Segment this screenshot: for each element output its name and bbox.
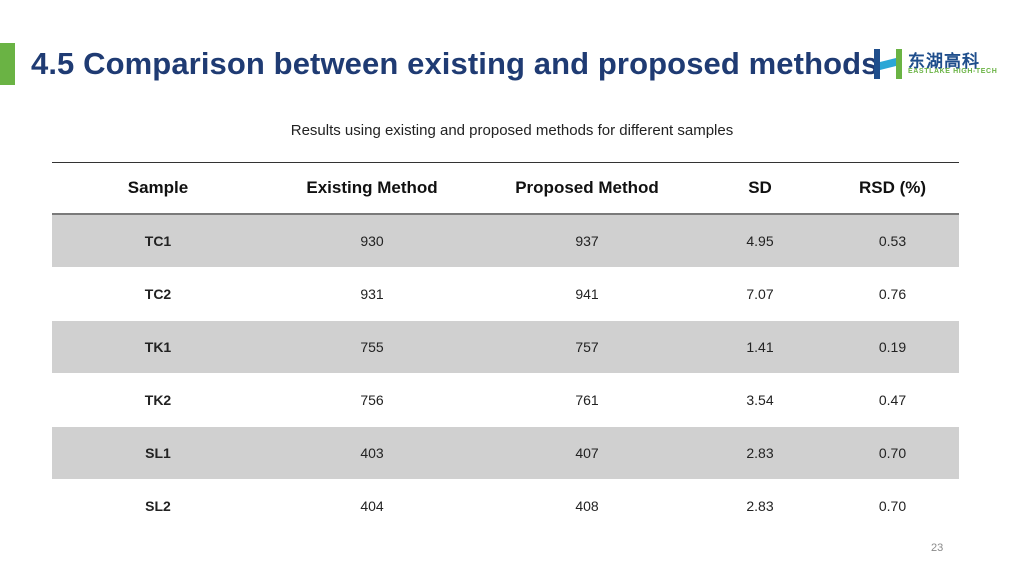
rsd-cell: 0.76 [826, 267, 959, 321]
table-header-row: Sample Existing Method Proposed Method S… [52, 162, 959, 215]
existing-method-cell: 403 [264, 426, 480, 480]
existing-method-cell: 755 [264, 320, 480, 374]
proposed-method-cell: 408 [480, 479, 694, 533]
sample-cell: SL1 [52, 426, 264, 480]
table-row: SL2 404 408 2.83 0.70 [52, 479, 959, 533]
sample-cell: TC2 [52, 267, 264, 321]
proposed-method-cell: 941 [480, 267, 694, 321]
sd-cell: 2.83 [694, 426, 826, 480]
proposed-method-cell: 757 [480, 320, 694, 374]
logo-mark-icon [874, 49, 902, 79]
title-accent-bar [0, 43, 15, 85]
results-table: Sample Existing Method Proposed Method S… [52, 162, 959, 533]
column-header-existing-method: Existing Method [264, 162, 480, 215]
page-number: 23 [931, 542, 944, 554]
table-row: TC2 931 941 7.07 0.76 [52, 267, 959, 321]
column-header-sd: SD [694, 162, 826, 215]
sample-cell: TK1 [52, 320, 264, 374]
existing-method-cell: 930 [264, 214, 480, 268]
proposed-method-cell: 761 [480, 373, 694, 427]
proposed-method-cell: 937 [480, 214, 694, 268]
rsd-cell: 0.70 [826, 426, 959, 480]
slide-title: 4.5 Comparison between existing and prop… [31, 46, 879, 81]
sample-cell: TK2 [52, 373, 264, 427]
sd-cell: 1.41 [694, 320, 826, 374]
rsd-cell: 0.70 [826, 479, 959, 533]
existing-method-cell: 756 [264, 373, 480, 427]
existing-method-cell: 404 [264, 479, 480, 533]
sd-cell: 4.95 [694, 214, 826, 268]
sample-cell: SL2 [52, 479, 264, 533]
column-header-sample: Sample [52, 162, 264, 215]
sample-cell: TC1 [52, 214, 264, 268]
logo-chinese-text: 东湖高科 [908, 52, 980, 72]
rsd-cell: 0.47 [826, 373, 959, 427]
sd-cell: 3.54 [694, 373, 826, 427]
rsd-cell: 0.53 [826, 214, 959, 268]
table-row: SL1 403 407 2.83 0.70 [52, 426, 959, 480]
existing-method-cell: 931 [264, 267, 480, 321]
company-logo: 东湖高科 EASTLAKE HIGH-TECH [872, 44, 1002, 84]
column-header-rsd: RSD (%) [826, 162, 959, 215]
table-caption: Results using existing and proposed meth… [290, 122, 734, 139]
rsd-cell: 0.19 [826, 320, 959, 374]
proposed-method-cell: 407 [480, 426, 694, 480]
table-row: TC1 930 937 4.95 0.53 [52, 214, 959, 268]
table-row: TK2 756 761 3.54 0.47 [52, 373, 959, 427]
sd-cell: 7.07 [694, 267, 826, 321]
column-header-proposed-method: Proposed Method [480, 162, 694, 215]
sd-cell: 2.83 [694, 479, 826, 533]
table-row: TK1 755 757 1.41 0.19 [52, 320, 959, 374]
logo-english-text: EASTLAKE HIGH-TECH [908, 68, 998, 75]
